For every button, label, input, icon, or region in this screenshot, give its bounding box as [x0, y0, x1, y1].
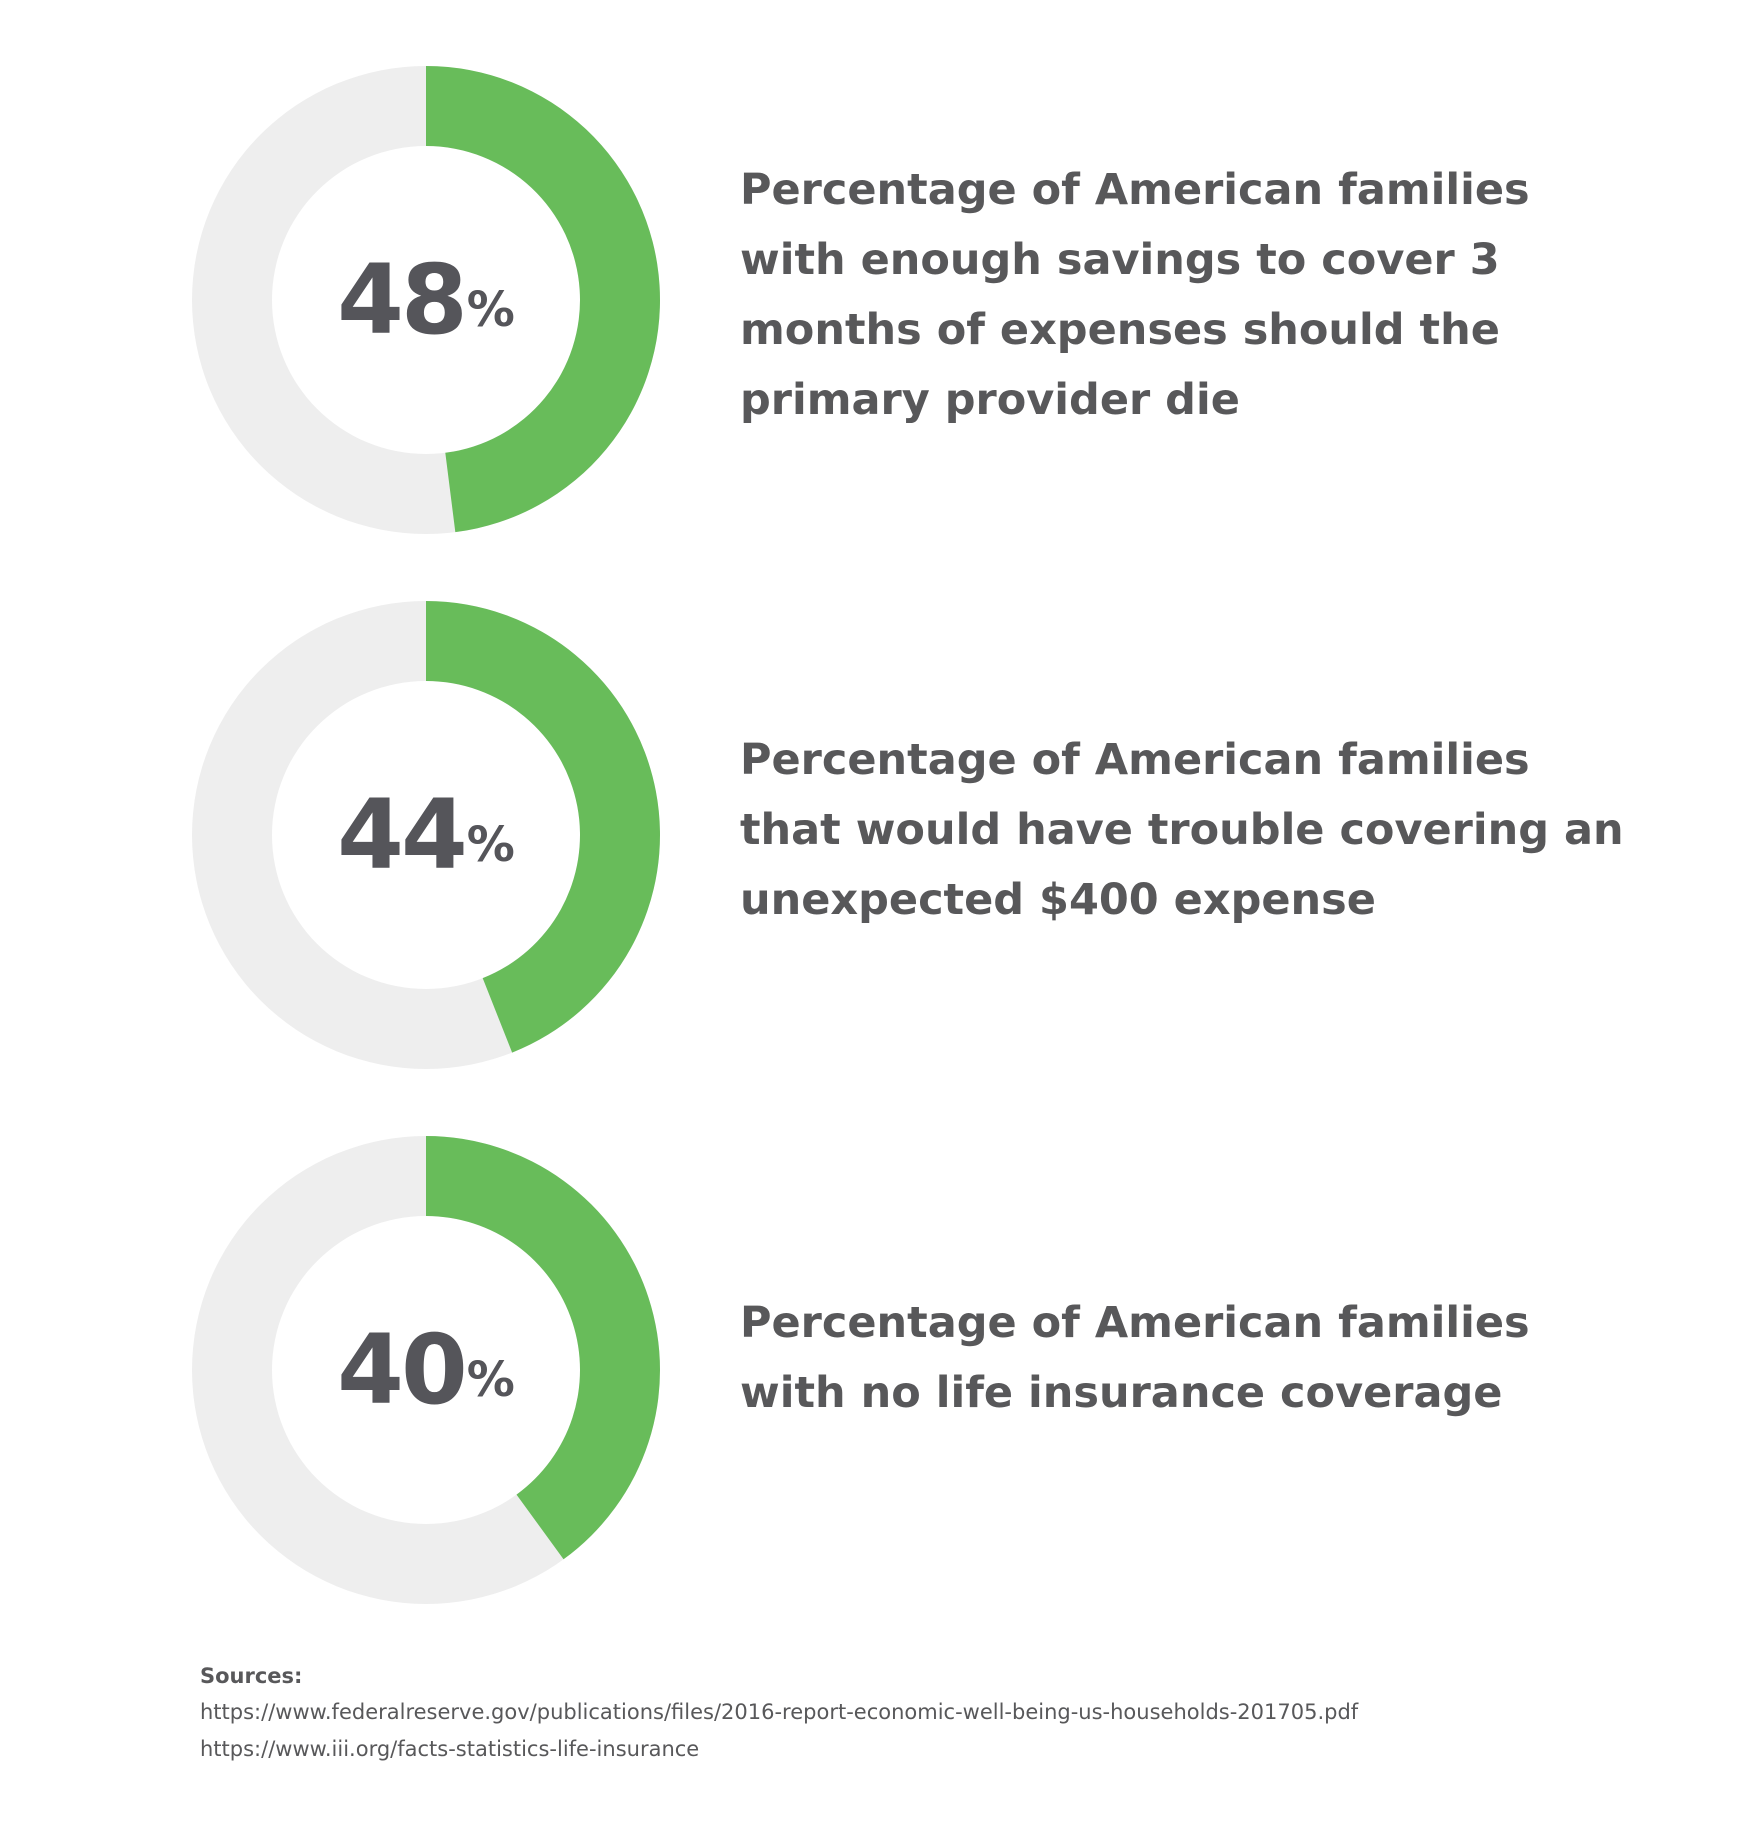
percent-sign-3: %	[466, 1352, 515, 1408]
donut-label-2: 44%	[186, 595, 666, 1075]
stat-description-1-line-2: with enough savings to cover 3	[740, 235, 1500, 285]
percent-value-3: 40	[337, 1314, 468, 1426]
donut-chart-1: 48%	[186, 60, 666, 540]
donut-svg-1	[192, 66, 660, 534]
percent-value-2: 44	[337, 779, 468, 891]
percent-value-1: 48	[337, 244, 468, 356]
stat-description-2-line-3: unexpected $400 expense	[740, 875, 1376, 925]
stat-description-2-line-2: that would have trouble covering an	[740, 805, 1624, 855]
stat-description-3-line-1: Percentage of American families	[740, 1298, 1530, 1348]
percent-sign-1: %	[466, 282, 515, 338]
donut-svg-2	[192, 601, 660, 1069]
source-link-1[interactable]: https://www.federalreserve.gov/publicati…	[200, 1700, 1359, 1724]
donut-chart-2: 44%	[186, 595, 666, 1075]
stat-description-1: Percentage of American families with eno…	[740, 155, 1700, 435]
stat-description-2: Percentage of American families that wou…	[740, 725, 1700, 935]
stat-row-3: 40% Percentage of American families with…	[0, 1130, 1760, 1610]
stat-row-2: 44% Percentage of American families that…	[0, 595, 1760, 1075]
donut-segment-1	[426, 66, 660, 533]
sources: Sources: https://www.federalreserve.gov/…	[200, 1658, 1700, 1768]
stat-description-1-line-3: months of expenses should the	[740, 305, 1500, 355]
source-link-2[interactable]: https://www.iii.org/facts-statistics-lif…	[200, 1737, 700, 1761]
stat-description-3: Percentage of American families with no …	[740, 1288, 1700, 1428]
donut-segment-2	[426, 601, 660, 1053]
stat-description-1-line-1: Percentage of American families	[740, 165, 1530, 215]
stat-description-3-line-2: with no life insurance coverage	[740, 1368, 1503, 1418]
stat-description-1-line-4: primary provider die	[740, 375, 1240, 425]
donut-chart-3: 40%	[186, 1130, 666, 1610]
stat-row-1: 48% Percentage of American families with…	[0, 60, 1760, 540]
donut-svg-3	[192, 1136, 660, 1604]
percent-sign-2: %	[466, 817, 515, 873]
donut-segment-3	[426, 1136, 660, 1560]
donut-label-1: 48%	[186, 60, 666, 540]
donut-label-3: 40%	[186, 1130, 666, 1610]
stat-description-2-line-1: Percentage of American families	[740, 735, 1530, 785]
sources-title: Sources:	[200, 1664, 303, 1688]
